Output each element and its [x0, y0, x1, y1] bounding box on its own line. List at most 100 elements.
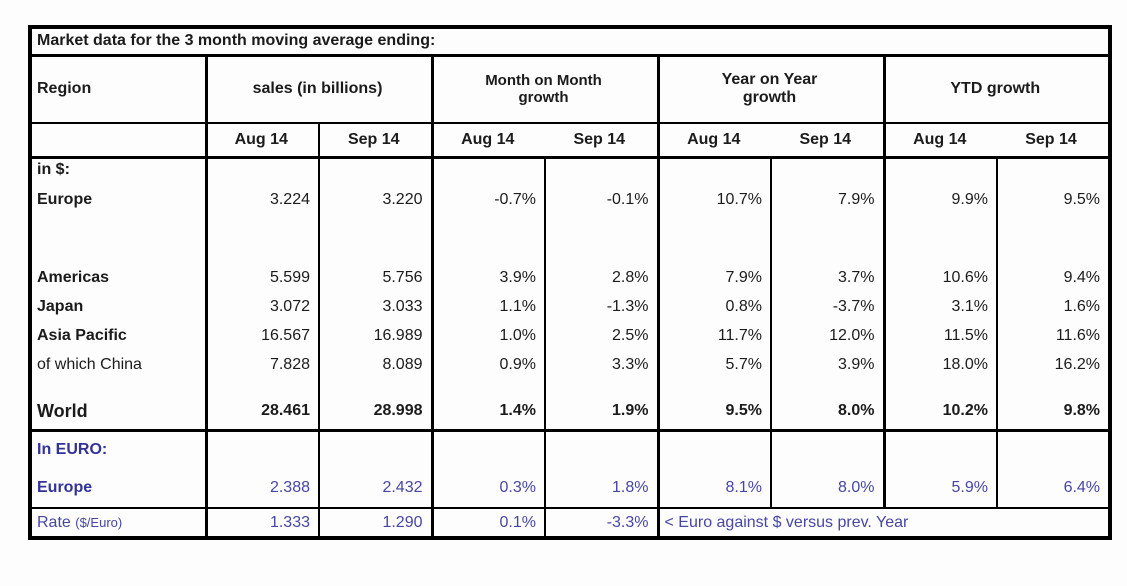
value-cell: 18.0%	[884, 350, 998, 380]
empty-cell	[206, 430, 320, 468]
region-label: World	[30, 394, 208, 432]
empty-cell	[30, 219, 208, 263]
empty-cell	[658, 430, 772, 468]
value-cell: 2.432	[319, 468, 434, 509]
empty-cell	[771, 157, 886, 181]
table-title: Market data for the 3 month moving avera…	[30, 27, 1111, 57]
empty-cell	[319, 430, 434, 468]
table-row-europe-euro: Europe 2.388 2.432 0.3% 1.8% 8.1% 8.0% 5…	[30, 468, 1111, 509]
period-header-row: Aug 14 Sep 14 Aug 14 Sep 14 Aug 14 Sep 1…	[30, 123, 1111, 159]
value-cell: 2.388	[206, 468, 320, 509]
value-cell: 11.6%	[1055, 326, 1101, 344]
value-cell: 5.756	[319, 263, 434, 292]
header-region-empty	[30, 123, 208, 159]
empty-cell	[432, 157, 546, 181]
empty-cell	[319, 219, 434, 263]
value-cell: 5.7%	[658, 350, 772, 380]
value-cell: 0.3%	[432, 468, 546, 509]
value-cell: 1.0%	[432, 321, 546, 350]
period-yoy-sep: Sep 14	[771, 123, 886, 159]
rate-label-cell: Rate ($/Euro)	[30, 508, 208, 538]
empty-cell	[884, 380, 998, 394]
group-header-row: Region sales (in billions) Month on Mont…	[30, 55, 1111, 124]
value-cell: 10.2%	[884, 394, 998, 432]
empty-cell	[884, 219, 998, 263]
empty-cell	[658, 380, 772, 394]
header-group-yoy-line1: Year on Year	[721, 70, 818, 88]
empty-cell	[997, 219, 1110, 263]
value-cell: 9.9%	[884, 181, 998, 219]
value-cell: 16.2%	[1054, 356, 1101, 373]
value-cell: 9.5%	[658, 394, 772, 432]
empty-cell	[658, 219, 772, 263]
period-sales-sep: Sep 14	[319, 123, 434, 159]
header-region: Region	[30, 55, 208, 124]
value-cell: 3.033	[319, 292, 434, 321]
spacer-row	[30, 380, 1110, 394]
table-row-americas: Americas 5.599 5.756 3.9% 2.8% 7.9% 3.7%…	[30, 263, 1110, 292]
header-group-mom-line2: growth	[518, 89, 569, 107]
value-cell: 3.072	[206, 292, 320, 321]
value-cell: 7.828	[206, 350, 320, 380]
period-yoy-aug: Aug 14	[658, 123, 771, 159]
empty-cell	[30, 380, 208, 394]
value-cell: 11.5%	[884, 321, 998, 350]
empty-cell	[884, 430, 998, 468]
region-label: Europe	[30, 181, 208, 219]
table-row-china: of which China 7.828 8.089 0.9% 3.3% 5.7…	[30, 350, 1110, 380]
usd-section-label: in $:	[30, 157, 208, 181]
value-cell: 1.290	[319, 508, 434, 538]
value-cell: 11.7%	[658, 321, 772, 350]
table-row-europe-usd: Europe 3.224 3.220 -0.7% -0.1% 10.7% 7.9…	[30, 181, 1110, 219]
value-cell: 3.224	[206, 181, 320, 219]
empty-cell	[545, 219, 660, 263]
empty-cell	[319, 380, 434, 394]
empty-cell	[997, 380, 1110, 394]
value-cell: 28.461	[206, 394, 320, 432]
value-cell: 3.9%	[771, 350, 886, 380]
value-cell: 3.7%	[771, 263, 886, 292]
value-cell: 10.6%	[884, 263, 998, 292]
empty-cell	[997, 430, 1110, 468]
table-row-world: World 28.461 28.998 1.4% 1.9% 9.5% 8.0% …	[30, 394, 1111, 432]
period-sales-aug: Aug 14	[206, 123, 320, 159]
value-cell: 3.9%	[432, 263, 546, 292]
header-group-yoy: Year on Year growth	[658, 55, 886, 124]
value-cell: 1.8%	[545, 468, 660, 509]
empty-cell	[884, 157, 998, 181]
empty-cell	[545, 380, 660, 394]
market-data-table: Market data for the 3 month moving avera…	[28, 25, 1113, 540]
value-cell: 3.3%	[545, 350, 660, 380]
value-cell: 10.7%	[658, 181, 772, 219]
empty-cell	[545, 430, 660, 468]
header-group-mom: Month on Month growth	[432, 55, 660, 124]
period-ytd-sep: Sep 14	[997, 123, 1111, 159]
region-label: of which China	[30, 350, 208, 380]
header-group-ytd: YTD growth	[884, 55, 1111, 124]
euro-section-label: In EURO:	[30, 430, 208, 468]
period-mom-aug: Aug 14	[432, 123, 545, 159]
period-mom-sep: Sep 14	[545, 123, 660, 159]
header-group-yoy-line2: growth	[742, 89, 797, 107]
header-group-sales-line1: sales (in billions)	[252, 80, 383, 98]
value-cell: 3.220	[319, 181, 434, 219]
empty-cell	[432, 380, 546, 394]
region-label: Europe	[30, 468, 208, 509]
title-row: Market data for the 3 month moving avera…	[30, 27, 1111, 57]
value-cell: -3.7%	[771, 292, 886, 321]
value-cell: 8.0%	[771, 468, 886, 509]
value-cell: 1.1%	[432, 292, 546, 321]
table-row-japan: Japan 3.072 3.033 1.1% -1.3% 0.8% -3.7% …	[30, 292, 1110, 321]
header-group-sales: sales (in billions)	[206, 55, 434, 124]
value-cell: 6.4%	[997, 468, 1111, 509]
value-cell: 16.567	[206, 321, 320, 350]
empty-cell	[771, 380, 886, 394]
region-label: Americas	[30, 263, 208, 292]
empty-cell	[206, 219, 320, 263]
empty-cell	[432, 219, 546, 263]
value-cell: 9.8%	[997, 394, 1111, 432]
rate-note: < Euro against $ versus prev. Year	[664, 513, 909, 531]
empty-cell	[658, 157, 772, 181]
empty-cell	[319, 157, 434, 181]
